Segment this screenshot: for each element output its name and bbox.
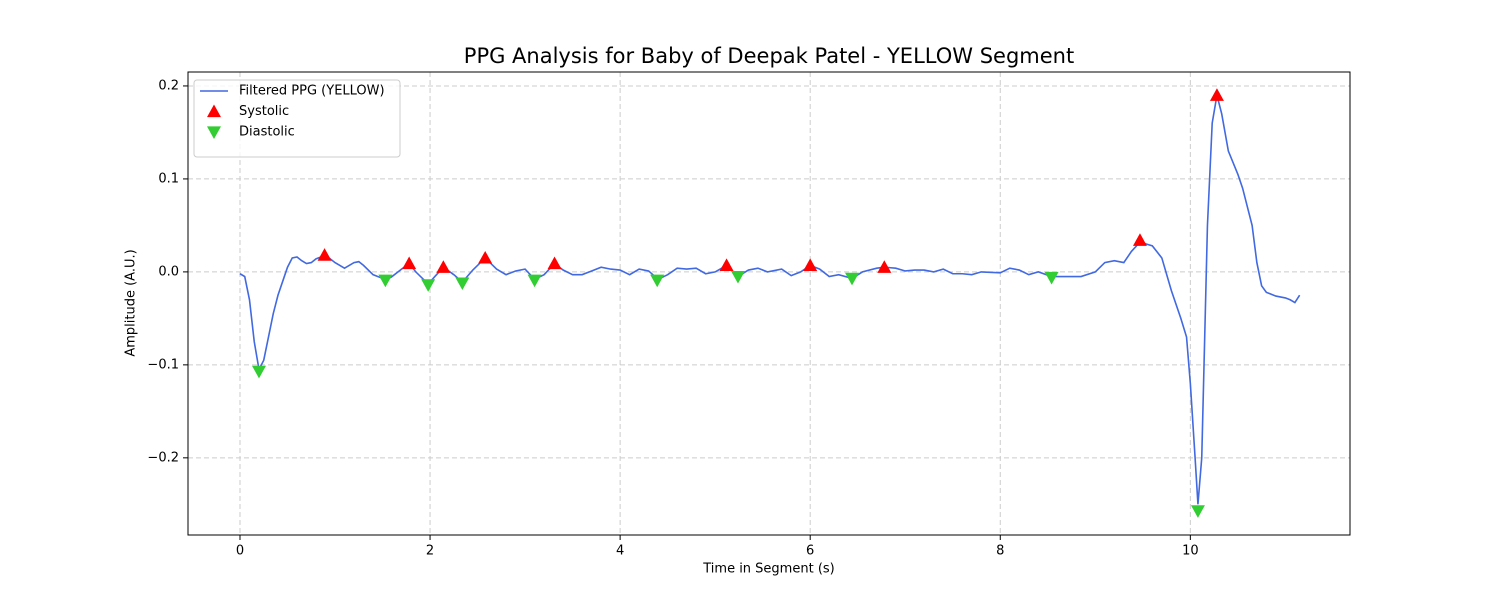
systolic-marker [1132, 233, 1147, 246]
diastolic-marker [455, 277, 470, 291]
y-tick-label: 0.0 [158, 264, 179, 279]
legend-label: Filtered PPG (YELLOW) [239, 84, 385, 99]
diastolic-marker [527, 274, 542, 288]
y-tick-label: −0.2 [147, 450, 179, 465]
systolic-marker [317, 248, 332, 261]
x-tick-label: 8 [996, 544, 1004, 559]
systolic-marker [1209, 88, 1224, 101]
diastolic-marker [1190, 505, 1205, 518]
x-tick-label: 2 [426, 544, 434, 559]
x-tick-label: 0 [236, 544, 244, 559]
legend: Filtered PPG (YELLOW) Systolic Diastolic [193, 79, 401, 158]
diastolic-marker [730, 270, 745, 284]
systolic-marker [877, 260, 892, 273]
legend-label: Diastolic [239, 125, 295, 140]
chart-title: PPG Analysis for Baby of Deepak Patel - … [464, 44, 1074, 68]
y-tick-label: 0.1 [158, 171, 179, 186]
diastolic-marker [650, 274, 665, 288]
legend-swatch [207, 104, 221, 118]
diastolic-marker [1044, 271, 1059, 285]
legend-label: Systolic [239, 104, 289, 119]
diastolic-marker [421, 279, 436, 292]
legend-box [193, 79, 401, 158]
systolic-marker [436, 260, 451, 273]
x-axis-label: Time in Segment (s) [702, 562, 834, 577]
systolic-marker [803, 258, 818, 271]
diastolic-marker [251, 365, 266, 379]
y-axis-label: Amplitude (A.U.) [124, 249, 139, 356]
diastolic-marker [378, 274, 393, 288]
systolic-marker [719, 258, 734, 271]
x-tick-label: 4 [616, 544, 624, 559]
diastolic-marker [845, 272, 860, 286]
systolic-marker [547, 256, 562, 270]
systolic-marker [402, 256, 417, 270]
legend-swatch [207, 126, 221, 139]
x-tick-label: 6 [806, 544, 814, 559]
plot-frame [187, 71, 1351, 536]
systolic-marker [478, 250, 493, 264]
y-tick-label: −0.1 [147, 357, 179, 372]
x-tick-label: 10 [1182, 544, 1199, 559]
y-tick-label: 0.2 [158, 78, 179, 93]
